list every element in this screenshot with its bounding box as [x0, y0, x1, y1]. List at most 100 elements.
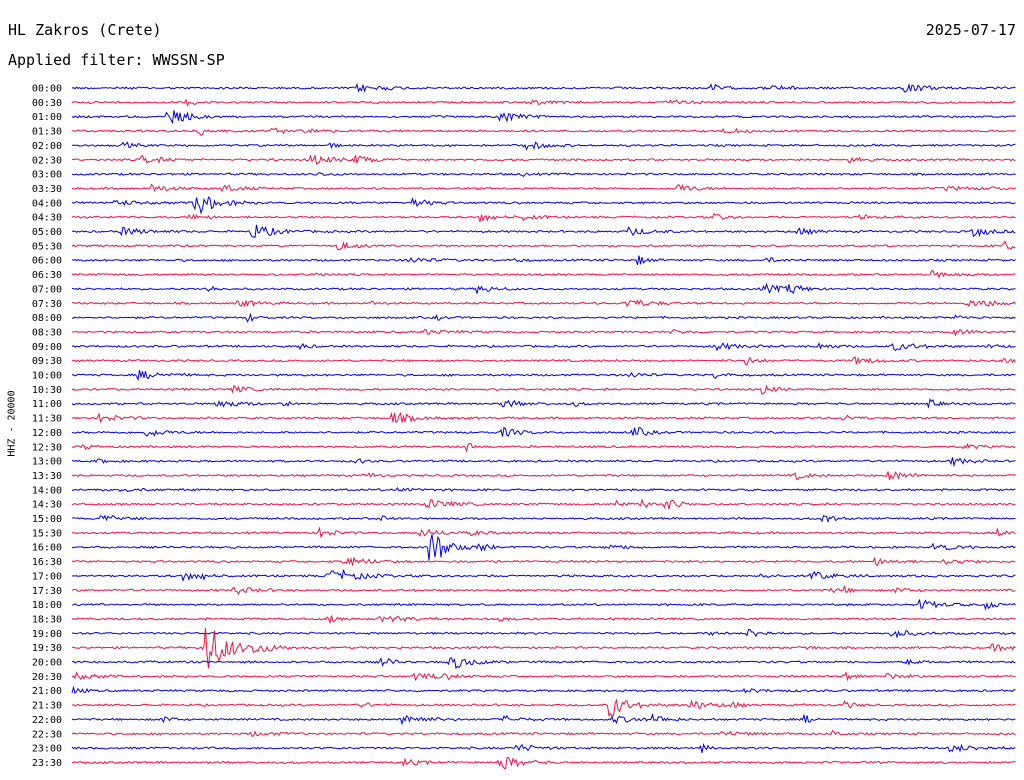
time-tick-label: 23:30	[32, 758, 62, 769]
time-tick-label: 11:00	[32, 399, 62, 410]
seismic-trace	[71, 183, 1016, 193]
seismic-trace	[71, 172, 1016, 178]
time-tick-label: 19:30	[32, 643, 62, 654]
time-tick-label: 15:00	[32, 514, 62, 525]
time-tick-label: 21:30	[32, 701, 62, 712]
time-tick-label: 19:00	[32, 629, 62, 640]
seismic-trace	[71, 224, 1016, 239]
time-tick-label: 22:30	[32, 729, 62, 740]
time-tick-label: 04:30	[32, 213, 62, 224]
time-tick-label: 04:00	[32, 198, 62, 209]
seismic-trace	[71, 556, 1016, 566]
time-tick-label: 08:30	[32, 327, 62, 338]
seismic-trace	[71, 384, 1016, 396]
time-tick-label: 18:00	[32, 600, 62, 611]
seismic-trace	[71, 154, 1016, 165]
seismic-trace	[71, 328, 1016, 337]
seismic-trace	[71, 442, 1016, 453]
seismic-trace	[71, 685, 1016, 695]
time-tick-label: 17:30	[32, 586, 62, 597]
seismic-trace	[71, 398, 1016, 409]
time-tick-label: 14:00	[32, 485, 62, 496]
seismic-trace	[71, 299, 1016, 308]
time-tick-label: 16:30	[32, 557, 62, 568]
seismic-trace	[71, 212, 1016, 223]
time-tick-label: 05:00	[32, 227, 62, 238]
time-tick-label: 17:00	[32, 571, 62, 582]
time-tick-label: 23:00	[32, 744, 62, 755]
seismic-trace	[71, 141, 1016, 151]
seismic-trace	[71, 457, 1016, 468]
seismic-trace	[71, 255, 1016, 265]
seismic-trace	[71, 110, 1016, 125]
time-tick-label: 06:00	[32, 256, 62, 267]
time-tick-label: 09:30	[32, 356, 62, 367]
seismic-trace	[71, 698, 1016, 717]
seismic-trace	[71, 498, 1016, 510]
seismic-trace	[71, 712, 1016, 726]
seismic-trace	[71, 628, 1016, 669]
seismic-trace	[71, 370, 1016, 382]
seismic-trace	[71, 671, 1016, 682]
time-tick-label: 02:00	[32, 141, 62, 152]
time-tick-label: 00:00	[32, 84, 62, 95]
time-tick-label: 12:00	[32, 428, 62, 439]
seismic-trace	[71, 196, 1016, 215]
time-tick-label: 22:00	[32, 715, 62, 726]
time-tick-label: 20:30	[32, 672, 62, 683]
seismic-trace	[71, 426, 1016, 437]
seismic-trace	[71, 657, 1016, 670]
seismic-trace	[72, 127, 1016, 137]
filter-label: Applied filter: WWSSN-SP	[8, 51, 225, 69]
seismic-trace	[71, 599, 1016, 611]
time-tick-label: 02:30	[32, 155, 62, 166]
seismic-trace	[71, 98, 1016, 107]
time-tick-label: 13:30	[32, 471, 62, 482]
seismic-trace	[71, 312, 1016, 323]
seismic-trace	[71, 584, 1016, 596]
time-tick-label: 06:30	[32, 270, 62, 281]
time-tick-label: 10:30	[32, 385, 62, 396]
seismic-trace	[71, 486, 1016, 493]
station-title: HL Zakros (Crete)	[8, 21, 162, 39]
seismic-trace	[71, 411, 1016, 424]
time-tick-label: 01:30	[32, 127, 62, 138]
seismic-trace	[71, 356, 1016, 366]
time-tick-label: 00:30	[32, 98, 62, 109]
time-tick-label: 03:30	[32, 184, 62, 195]
seismic-trace	[72, 282, 1016, 295]
seismic-trace	[71, 729, 1016, 737]
seismic-trace	[71, 514, 1016, 524]
time-tick-label: 03:00	[32, 170, 62, 181]
seismic-trace	[71, 526, 1016, 539]
seismic-trace	[71, 756, 1016, 770]
time-tick-label: 16:00	[32, 543, 62, 554]
time-tick-label: 20:00	[32, 658, 62, 669]
seismic-trace	[71, 240, 1016, 251]
seismic-trace	[71, 534, 1016, 561]
seismic-trace	[71, 629, 1016, 639]
time-tick-label: 09:00	[32, 342, 62, 353]
time-tick-label: 21:00	[32, 686, 62, 697]
time-tick-label: 10:00	[32, 371, 62, 382]
time-tick-label: 12:30	[32, 442, 62, 453]
time-tick-label: 08:00	[32, 313, 62, 324]
seismic-trace	[71, 615, 1016, 625]
seismic-trace	[71, 742, 1016, 754]
seismic-trace	[71, 341, 1016, 352]
time-tick-label: 01:00	[32, 112, 62, 123]
seismic-trace	[71, 82, 1016, 93]
time-tick-label: 15:30	[32, 528, 62, 539]
time-tick-label: 05:30	[32, 241, 62, 252]
time-tick-label: 18:30	[32, 614, 62, 625]
time-tick-label: 07:00	[32, 284, 62, 295]
time-tick-label: 07:30	[32, 299, 62, 310]
seismic-trace	[71, 569, 1016, 583]
seismic-trace	[71, 270, 1016, 279]
time-tick-label: 13:00	[32, 457, 62, 468]
time-tick-label: 11:30	[32, 414, 62, 425]
date-label: 2025-07-17	[925, 21, 1016, 39]
time-tick-label: 14:30	[32, 500, 62, 511]
seismic-trace	[71, 471, 1016, 480]
